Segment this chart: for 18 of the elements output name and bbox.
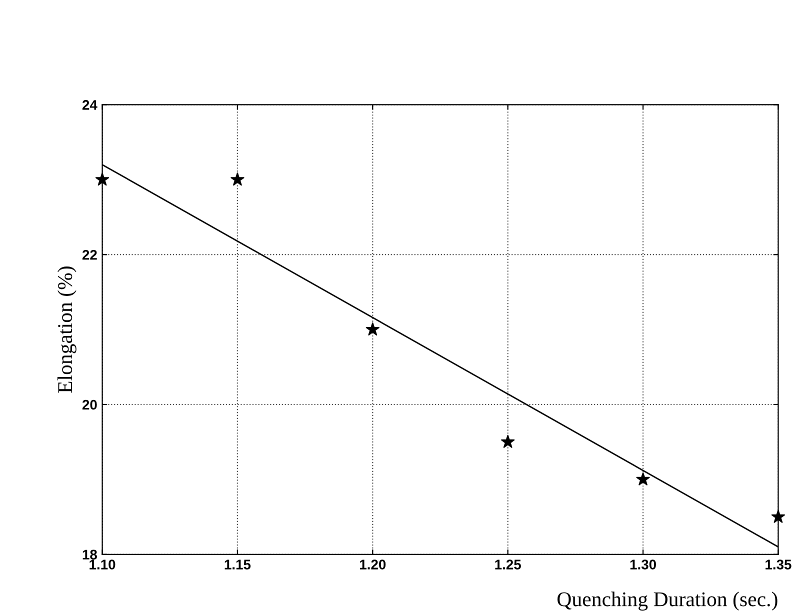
x-tick-label: 1.30 (630, 560, 656, 570)
point (366, 322, 380, 336)
x-tick-label: 1.15 (224, 560, 251, 570)
point (636, 472, 650, 486)
y-tick-label: 18 (82, 550, 97, 560)
x-tick-label: 1.25 (495, 560, 521, 570)
x-tick-label: 1.20 (360, 560, 386, 570)
point (230, 172, 244, 186)
y-tick-label: 22 (82, 250, 97, 260)
x-axis-title: Quenching Duration (sec.) (558, 592, 778, 611)
y-tick-label: 20 (82, 400, 97, 410)
point (501, 434, 515, 448)
point (771, 510, 786, 523)
y-tick-label: 24 (82, 100, 98, 110)
x-tick-label: 1.35 (766, 560, 792, 570)
y-axis-title: Elongation (%) (57, 266, 76, 393)
x-tick-label: 1.10 (90, 560, 116, 570)
point (95, 172, 110, 186)
